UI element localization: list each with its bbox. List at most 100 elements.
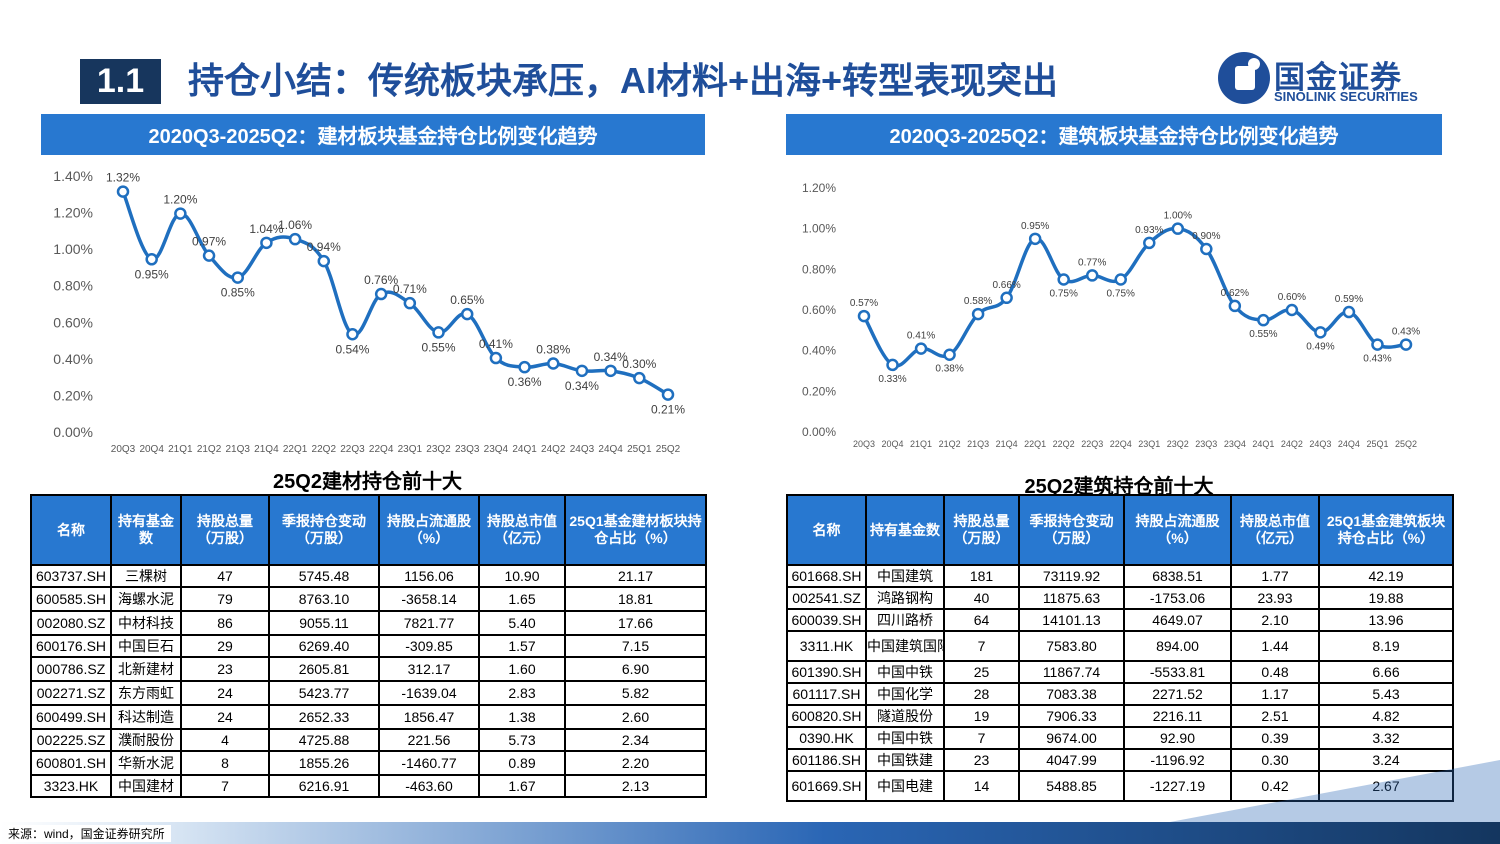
table-cell: 6269.40	[268, 634, 380, 658]
table-cell: 5745.48	[268, 564, 380, 588]
data-label: 0.77%	[1078, 257, 1106, 268]
data-label: 0.43%	[1392, 327, 1420, 338]
table-title-construction: 25Q2建筑持仓前十大	[1024, 476, 1214, 498]
table-cell: 9055.11	[268, 610, 380, 636]
x-tick-label: 22Q1	[283, 444, 308, 455]
data-label: 0.41%	[907, 331, 935, 342]
table-construction: 名称 持有基金数 持股总量（万股） 季报持仓变动（万股） 持股占流通股（%） 持股总市值（…	[786, 494, 1454, 802]
logo-name-en: SINOLINK SECURITIES	[1274, 89, 1418, 104]
data-point	[231, 271, 244, 284]
data-label: 0.54%	[335, 342, 369, 356]
table-cell: 1.77	[1230, 564, 1320, 588]
x-tick-label: 21Q3	[967, 439, 989, 449]
data-label: 0.60%	[1278, 292, 1306, 303]
table-row: 600499.SH 科达制造 24 2652.33 1856.47 1.38 2.60	[30, 704, 707, 730]
table-cell: 4649.07	[1123, 608, 1232, 632]
table-cell: 002080.SZ	[30, 610, 112, 636]
data-label: 0.38%	[536, 343, 570, 357]
table-cell: 1.44	[1230, 630, 1320, 662]
table-cell: 19.88	[1318, 586, 1454, 610]
table-cell: 4725.88	[268, 728, 380, 752]
table-cell: 13.96	[1318, 608, 1454, 632]
x-tick-label: 22Q1	[1024, 439, 1046, 449]
x-tick-label: 21Q2	[197, 444, 222, 455]
data-point	[202, 249, 216, 262]
table-cell: 894.00	[1123, 630, 1232, 662]
data-point	[1314, 326, 1327, 339]
table-row: 601186.SH 中国铁建 23 4047.99 -1196.92 0.30 3.24	[786, 748, 1454, 772]
table-cell: 1.65	[478, 586, 566, 612]
table-cell: 7	[180, 774, 270, 798]
table-cell: 14	[943, 770, 1020, 802]
data-point	[260, 236, 273, 250]
table-cell: 中国建筑国际	[865, 630, 945, 662]
x-tick-label: 24Q3	[1309, 439, 1331, 449]
table-cell: 中材科技	[110, 610, 182, 636]
chart-building-materials: 0.00% 0.20% 0.40% 0.60% 0.80% 1.00% 1.20% 1.40%…	[53, 168, 685, 455]
y-tick-label: 0.80%	[802, 262, 836, 276]
table-cell: 47	[180, 564, 270, 588]
data-label: 0.95%	[135, 267, 169, 281]
table-cell: 中国建筑	[865, 564, 945, 588]
chart-title-construction: 2020Q3-2025Q2：建筑板块基金持仓比例变化趋势	[786, 114, 1442, 155]
y-tick-label: 0.20%	[802, 384, 836, 398]
table-cell: 1.60	[478, 656, 566, 682]
table-cell: 2.13	[564, 774, 707, 798]
table-cell: 1855.26	[268, 750, 380, 776]
table-cell: 三棵树	[110, 564, 182, 588]
table-cell: 000786.SZ	[30, 656, 112, 682]
data-label: 0.34%	[565, 379, 599, 393]
table-cell: 2.10	[1230, 608, 1320, 632]
column-header: 持有基金数	[110, 494, 182, 566]
table-cell: 鸿路钢构	[865, 586, 945, 610]
table-cell: 7.15	[564, 634, 707, 658]
table-cell: 24	[180, 704, 270, 730]
data-label: 0.94%	[307, 240, 341, 254]
source-note: 来源：wind，国金证券研究所	[8, 825, 171, 842]
table-cell: 5488.85	[1018, 770, 1125, 802]
data-point	[1028, 232, 1042, 246]
data-point	[1285, 303, 1299, 317]
table-row: 3311.HK 中国建筑国际 7 7583.80 894.00 1.44 8.19	[786, 630, 1454, 662]
table-cell: 中国中铁	[865, 660, 945, 684]
table-row: 002541.SZ 鸿路钢构 40 11875.63 -1753.06 23.93 19.8…	[786, 586, 1454, 610]
data-label: 1.20%	[163, 193, 197, 207]
column-header: 持股总市值（亿元）	[1230, 494, 1320, 566]
table-cell: 中国电建	[865, 770, 945, 802]
table-cell: 601669.SH	[786, 770, 867, 802]
table-cell: 2.20	[564, 750, 707, 776]
data-label: 0.36%	[508, 375, 542, 389]
table-cell: -5533.81	[1123, 660, 1232, 684]
column-header: 持股总量（万股）	[180, 494, 270, 566]
column-header: 持有基金数	[865, 494, 945, 566]
table-cell: 4047.99	[1018, 748, 1125, 772]
data-label: 1.32%	[106, 171, 140, 185]
table-cell: 6216.91	[268, 774, 380, 798]
data-point	[547, 357, 560, 370]
table-cell: 0390.HK	[786, 726, 867, 750]
table-cell: 29	[180, 634, 270, 658]
table-cell: 18.81	[564, 586, 707, 612]
table-cell: 181	[943, 564, 1020, 588]
table-cell: 中国巨石	[110, 634, 182, 658]
x-tick-label: 23Q4	[1224, 439, 1246, 449]
table-cell: 5423.77	[268, 680, 380, 706]
table-cell: 10.90	[478, 564, 566, 588]
data-label: 0.65%	[450, 293, 484, 307]
table-cell: 东方雨虹	[110, 680, 182, 706]
table-cell: 11867.74	[1018, 660, 1125, 684]
table-cell: 600585.SH	[30, 586, 112, 612]
table-cell: 隧道股份	[865, 704, 945, 728]
table-cell: 19	[943, 704, 1020, 728]
table-cell: 603737.SH	[30, 564, 112, 588]
x-tick-label: 23Q1	[398, 444, 423, 455]
x-tick-label: 22Q4	[369, 444, 394, 455]
data-point	[460, 307, 474, 321]
table-cell: 601186.SH	[786, 748, 867, 772]
x-tick-label: 24Q2	[541, 444, 566, 455]
x-tick-label: 23Q2	[1167, 439, 1189, 449]
table-cell: 6838.51	[1123, 564, 1232, 588]
table-cell: 0.30	[1230, 748, 1320, 772]
table-row: 0390.HK 中国中铁 7 9674.00 92.90 0.39 3.32	[786, 726, 1454, 750]
column-header: 季报持仓变动（万股）	[1018, 494, 1125, 566]
